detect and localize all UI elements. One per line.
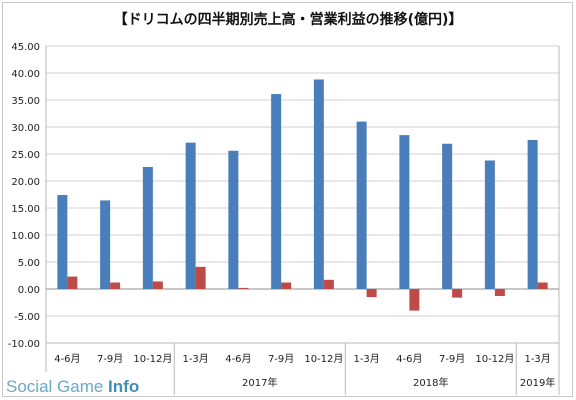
operating-profit-bar xyxy=(452,289,463,298)
logo-text-strong: Info xyxy=(108,377,140,396)
revenue-bar xyxy=(228,150,239,289)
revenue-bar xyxy=(57,195,68,289)
group-label: 2019年 xyxy=(520,376,555,389)
operating-profit-bar xyxy=(238,287,249,289)
x-tick-label: 4-6月 xyxy=(54,353,80,365)
operating-profit-bar xyxy=(281,282,292,289)
y-tick-label: 10.00 xyxy=(11,231,40,242)
operating-profit-bar xyxy=(494,289,505,297)
revenue-bar xyxy=(100,200,111,289)
y-tick-label: 40.00 xyxy=(11,69,40,80)
y-tick-label: 45.00 xyxy=(11,42,40,53)
revenue-bar xyxy=(142,166,153,289)
revenue-bar xyxy=(527,139,538,289)
x-tick-label: 10-12月 xyxy=(304,353,343,365)
social-game-info-logo: Social Game Info xyxy=(6,377,139,397)
operating-profit-bar xyxy=(366,289,377,298)
y-tick-label: 25.00 xyxy=(11,150,40,161)
y-tick-label: -10.00 xyxy=(8,339,40,350)
x-tick-label: 7-9月 xyxy=(439,353,465,365)
operating-profit-bar xyxy=(195,266,206,289)
operating-profit-bar xyxy=(323,279,334,289)
group-label: 2017年 xyxy=(242,376,277,389)
revenue-bar xyxy=(484,160,495,289)
x-tick-label: 4-6月 xyxy=(396,353,422,365)
x-tick-label: 7-9月 xyxy=(97,353,123,365)
operating-profit-bar xyxy=(152,281,163,289)
chart-title: 【ドリコムの四半期別売上高・営業利益の推移(億円)】 xyxy=(113,12,463,28)
y-tick-label: 5.00 xyxy=(18,258,40,269)
revenue-bar xyxy=(185,142,196,289)
y-tick-label: 35.00 xyxy=(11,96,40,107)
revenue-bar xyxy=(399,135,410,289)
y-tick-label: 0.00 xyxy=(18,285,40,296)
revenue-bar xyxy=(313,79,324,289)
y-tick-label: 30.00 xyxy=(11,123,40,134)
operating-profit-bar xyxy=(409,289,420,311)
revenue-bar xyxy=(356,121,367,289)
x-tick-label: 4-6月 xyxy=(225,353,251,365)
group-label: 2018年 xyxy=(413,376,448,389)
x-tick-label: 7-9月 xyxy=(268,353,294,365)
operating-profit-bar xyxy=(110,282,121,289)
x-tick-label: 1-3月 xyxy=(353,353,379,365)
y-tick-label: 15.00 xyxy=(11,204,40,215)
y-tick-label: -5.00 xyxy=(14,312,40,323)
chart-frame xyxy=(2,2,573,397)
operating-profit-bar xyxy=(537,282,548,289)
x-tick-label: 10-12月 xyxy=(133,353,172,365)
y-tick-label: 20.00 xyxy=(11,177,40,188)
x-tick-label: 10-12月 xyxy=(475,353,514,365)
logo-text-light: Social Game xyxy=(6,377,109,396)
x-tick-label: 1-3月 xyxy=(182,353,208,365)
revenue-bar xyxy=(271,94,282,289)
revenue-bar xyxy=(442,143,453,289)
x-tick-label: 1-3月 xyxy=(524,353,550,365)
operating-profit-bar xyxy=(67,276,78,289)
